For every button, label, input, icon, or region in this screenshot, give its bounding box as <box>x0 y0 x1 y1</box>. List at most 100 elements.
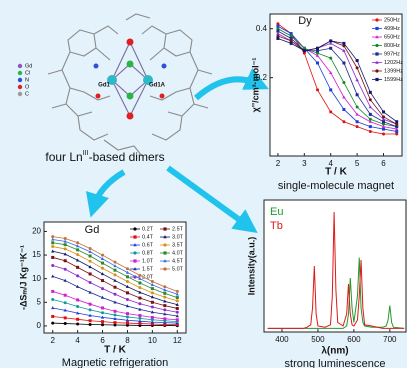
data-point <box>89 281 92 284</box>
data-point <box>76 298 79 301</box>
data-point <box>316 47 319 50</box>
data-point <box>76 266 79 269</box>
data-point <box>290 42 293 45</box>
data-point <box>176 307 179 310</box>
data-point <box>76 323 79 326</box>
x-axis-label: λ(nm) <box>321 346 348 357</box>
x-tick-label: 4 <box>75 336 80 345</box>
data-point <box>76 248 79 251</box>
data-point <box>114 261 117 264</box>
data-point <box>89 323 92 326</box>
data-point <box>133 235 136 238</box>
data-point <box>101 254 104 257</box>
data-point <box>163 296 166 299</box>
data-point <box>114 286 117 289</box>
atom <box>94 64 99 69</box>
x-tick-label: 500 <box>311 335 325 344</box>
caption-text: -based dimers <box>89 150 165 164</box>
data-point <box>375 18 378 21</box>
data-point <box>138 314 141 317</box>
x-tick-label: 3 <box>302 159 307 168</box>
y-axis-label: Intensity(a.u.) <box>246 237 256 296</box>
data-point <box>64 247 67 250</box>
data-point <box>114 273 117 276</box>
data-point <box>89 308 92 311</box>
data-point <box>126 322 129 325</box>
data-point <box>51 235 54 238</box>
legend-label: 1599Hz <box>384 77 403 83</box>
data-point <box>356 125 359 128</box>
data-point <box>342 108 345 111</box>
y-tick-label: 5 <box>37 297 42 306</box>
graphical-abstract: Gd1 Gd1A GdClNOC four LnIII-based dimers… <box>0 0 407 368</box>
data-point <box>342 42 345 45</box>
atom <box>127 113 134 120</box>
legend-label: Cl <box>25 70 30 76</box>
legend-label: 2.5T <box>172 226 184 232</box>
legend-label: 0.4T <box>142 234 154 240</box>
data-point <box>64 237 67 240</box>
caption: four LnIII-based dimers <box>45 150 164 164</box>
atom-label: Gd1 <box>98 83 110 89</box>
atom <box>160 94 165 99</box>
y-tick-label: 15 <box>32 250 41 259</box>
data-point <box>356 106 359 109</box>
x-tick-label: 5 <box>355 159 360 168</box>
data-point <box>375 27 378 30</box>
data-point <box>329 39 332 42</box>
data-point <box>303 49 306 52</box>
data-point <box>51 245 54 248</box>
legend-label: 997Hz <box>384 51 400 57</box>
data-point <box>382 115 385 118</box>
data-point <box>89 272 92 275</box>
legend-label: 5.0T <box>172 266 184 272</box>
data-point <box>375 69 378 72</box>
data-point <box>64 268 67 271</box>
data-point <box>114 269 117 272</box>
x-axis-label: T / K <box>104 345 126 356</box>
data-point <box>395 130 398 133</box>
chart-title: Gd <box>85 224 100 236</box>
data-point <box>375 78 378 81</box>
y-tick-label: 0 <box>37 321 42 330</box>
data-point <box>76 305 79 308</box>
data-point <box>163 243 166 246</box>
legend-label: 499Hz <box>384 26 400 32</box>
data-point <box>163 251 166 254</box>
x-tick-label: 2 <box>276 159 281 168</box>
data-point <box>126 291 129 294</box>
data-point <box>369 91 372 94</box>
x-axis-label: T / K <box>325 167 347 178</box>
data-point <box>101 287 104 290</box>
y-tick-label: 10 <box>32 274 41 283</box>
legend-label: 0.6T <box>142 242 154 248</box>
x-tick-label: 700 <box>383 335 397 344</box>
data-point <box>51 315 54 318</box>
legend-label: Gd <box>25 63 32 69</box>
data-point <box>276 37 279 40</box>
data-point <box>163 227 166 230</box>
data-point <box>163 308 166 311</box>
data-point <box>356 120 359 123</box>
data-point <box>375 52 378 55</box>
data-point <box>163 292 166 295</box>
legend-label: 0.2T <box>142 226 154 232</box>
legend-label: 4.5T <box>172 258 184 264</box>
data-point <box>64 316 67 319</box>
data-point <box>342 120 345 123</box>
data-point <box>176 299 179 302</box>
data-point <box>329 110 332 113</box>
data-point <box>51 241 54 244</box>
atom <box>162 64 167 69</box>
data-point <box>176 311 179 314</box>
y-axis-label: -ΔSₘ/J Kg⁻¹K⁻¹ <box>18 245 28 310</box>
data-point <box>76 253 79 256</box>
data-point <box>342 61 345 64</box>
data-point <box>138 297 141 300</box>
legend-label: Eu <box>270 206 283 218</box>
data-point <box>369 125 372 128</box>
data-point <box>395 120 398 123</box>
data-point <box>382 132 385 135</box>
data-point <box>64 322 67 325</box>
data-point <box>126 280 129 283</box>
